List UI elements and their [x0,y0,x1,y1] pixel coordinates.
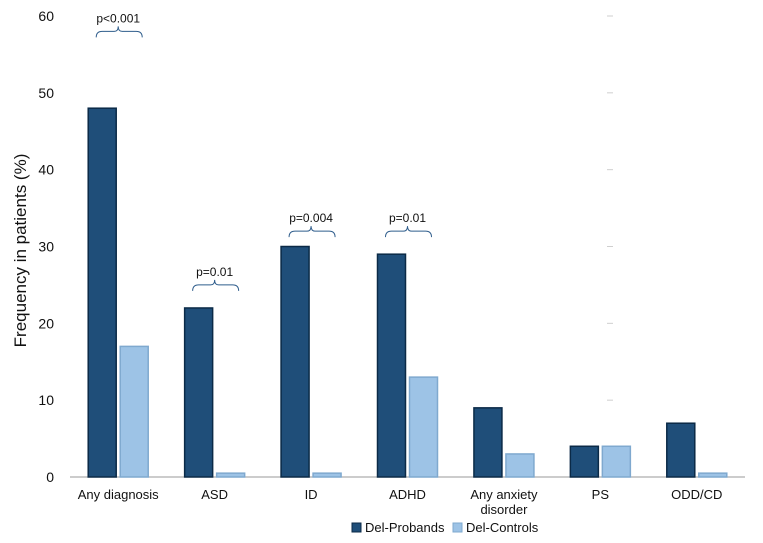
p-value-label: p=0.01 [389,211,426,225]
significance-bracket [385,226,432,238]
x-tick-label: ODD/CD [671,487,722,502]
bar-del-probands [666,422,696,478]
y-tick-label: 30 [38,239,54,255]
bar-del-probands [280,245,310,478]
bar-del-controls [698,472,728,478]
x-tick-label: disorder [480,502,528,517]
p-value-label: p=0.01 [196,265,233,279]
y-tick-label: 60 [38,8,54,24]
x-tick-label: Any diagnosis [78,487,159,502]
y-tick-label: 10 [38,392,54,408]
bar-del-controls [505,453,535,478]
x-tick-label: PS [592,487,610,502]
p-value-label: p<0.001 [96,11,140,25]
p-value-label: p=0.004 [289,211,333,225]
bar-del-controls [119,345,149,478]
bar-del-controls [408,376,439,478]
y-tick-label: 20 [38,315,54,331]
bar-del-probands [183,307,214,478]
bar-del-probands [376,253,407,478]
y-tick-label: 50 [38,85,54,101]
bar-del-controls [601,445,632,478]
significance-bracket [192,279,240,291]
bar-del-probands [87,107,117,478]
bar-del-controls [312,472,342,478]
bar-del-probands [473,407,503,478]
x-tick-label: ASD [201,487,228,502]
significance-bracket [288,226,336,238]
legend-label-del-controls: Del-Controls [466,520,539,535]
significance-bracket [95,26,143,38]
legend-label-del-probands: Del-Probands [365,520,445,535]
bar-del-controls [215,472,246,478]
x-tick-label: ID [305,487,318,502]
bar-del-probands [569,445,600,478]
x-tick-label: ADHD [389,487,426,502]
legend-swatch-del-probands [351,522,362,533]
x-tick-label: Any anxiety [470,487,538,502]
legend-swatch-del-controls [452,522,463,533]
y-axis-label: Frequency in patients (%) [11,154,30,348]
y-tick-label: 40 [38,162,54,178]
y-tick-label: 0 [46,469,54,485]
